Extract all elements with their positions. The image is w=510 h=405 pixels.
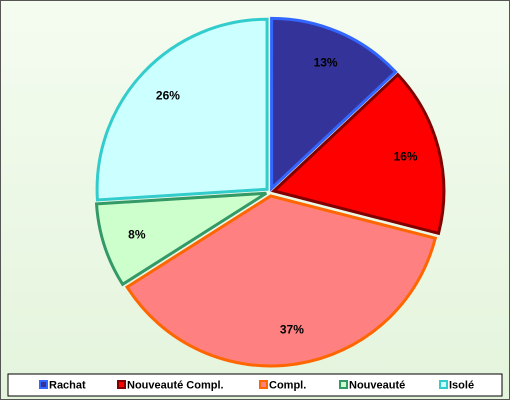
legend-label: Rachat [49, 379, 86, 391]
pie-slice [270, 16, 398, 192]
legend-marker [259, 380, 268, 389]
data-label: 8% [128, 227, 146, 241]
legend-marker [39, 380, 48, 389]
legend-label: Nouveauté Compl. [127, 379, 224, 391]
pie-slice [94, 191, 267, 287]
legend-label: Compl. [269, 379, 306, 391]
legend-label: Isolé [449, 379, 474, 391]
legend-marker [117, 380, 126, 389]
pie-slice [95, 17, 269, 202]
data-label: 37% [280, 322, 304, 336]
legend-marker [439, 380, 448, 389]
pie-slice [125, 194, 438, 368]
pie-slice [270, 72, 446, 236]
data-label: 13% [314, 56, 338, 70]
legend-marker [339, 380, 348, 389]
data-label: 26% [156, 88, 180, 102]
data-label: 16% [394, 149, 418, 163]
legend-label: Nouveauté [349, 379, 405, 391]
legend-box [7, 373, 503, 397]
